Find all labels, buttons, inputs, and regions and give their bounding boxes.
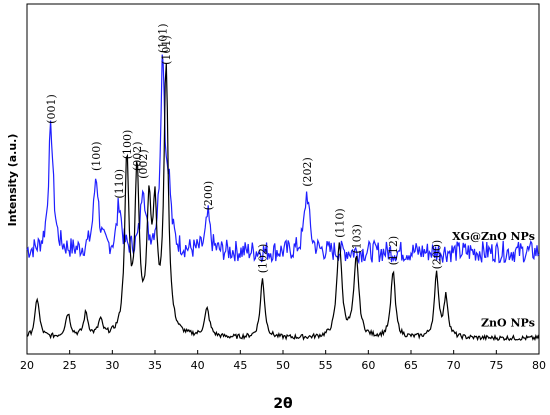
peak-label: (200) bbox=[431, 240, 444, 270]
x-tick-label: 20 bbox=[20, 359, 34, 372]
peak-label: (112) bbox=[387, 236, 400, 266]
peak-label: (100) bbox=[90, 141, 103, 171]
x-tick-label: 65 bbox=[404, 359, 418, 372]
x-tick-label: 35 bbox=[148, 359, 162, 372]
x-tick-label: 75 bbox=[489, 359, 503, 372]
peak-labels: XG@ZnO NPs (001) (100) (110) (002) (101) (200)… bbox=[45, 23, 535, 329]
series-line-0 bbox=[26, 54, 540, 265]
x-axis-title: 2θ bbox=[273, 396, 293, 412]
series-line-1 bbox=[26, 63, 540, 342]
peak-label: (002) bbox=[137, 149, 150, 179]
x-tick-label: 55 bbox=[319, 359, 333, 372]
x-ticks: 20 25 30 35 40 45 50 55 60 65 70 75 80 bbox=[20, 350, 546, 372]
x-tick-label: 25 bbox=[63, 359, 77, 372]
plot-frame bbox=[26, 3, 540, 355]
peak-label: (101) bbox=[160, 35, 173, 65]
y-axis-title: Intensity (a.u.) bbox=[6, 134, 19, 227]
x-tick-label: 45 bbox=[233, 359, 247, 372]
peak-label: (102) bbox=[257, 244, 270, 274]
x-tick-label: 60 bbox=[361, 359, 375, 372]
series-layer bbox=[26, 54, 540, 342]
x-tick-label: 40 bbox=[191, 359, 205, 372]
peak-label: (100) bbox=[121, 130, 134, 160]
peak-label: (202) bbox=[301, 157, 314, 187]
peak-label: (200) bbox=[202, 181, 215, 211]
peak-label: (001) bbox=[45, 94, 58, 124]
series-name-label: ZnO NPs bbox=[481, 316, 535, 329]
peak-label: (110) bbox=[333, 208, 346, 238]
peak-label: (103) bbox=[350, 224, 363, 254]
peak-label: (002) bbox=[131, 141, 144, 171]
peak-label: (101) bbox=[157, 23, 170, 53]
peak-label: (110) bbox=[113, 169, 126, 199]
x-tick-label: 70 bbox=[447, 359, 461, 372]
series-name-label: XG@ZnO NPs bbox=[452, 230, 535, 243]
x-tick-label: 50 bbox=[276, 359, 290, 372]
x-tick-label: 30 bbox=[105, 359, 119, 372]
x-tick-label: 80 bbox=[532, 359, 546, 372]
